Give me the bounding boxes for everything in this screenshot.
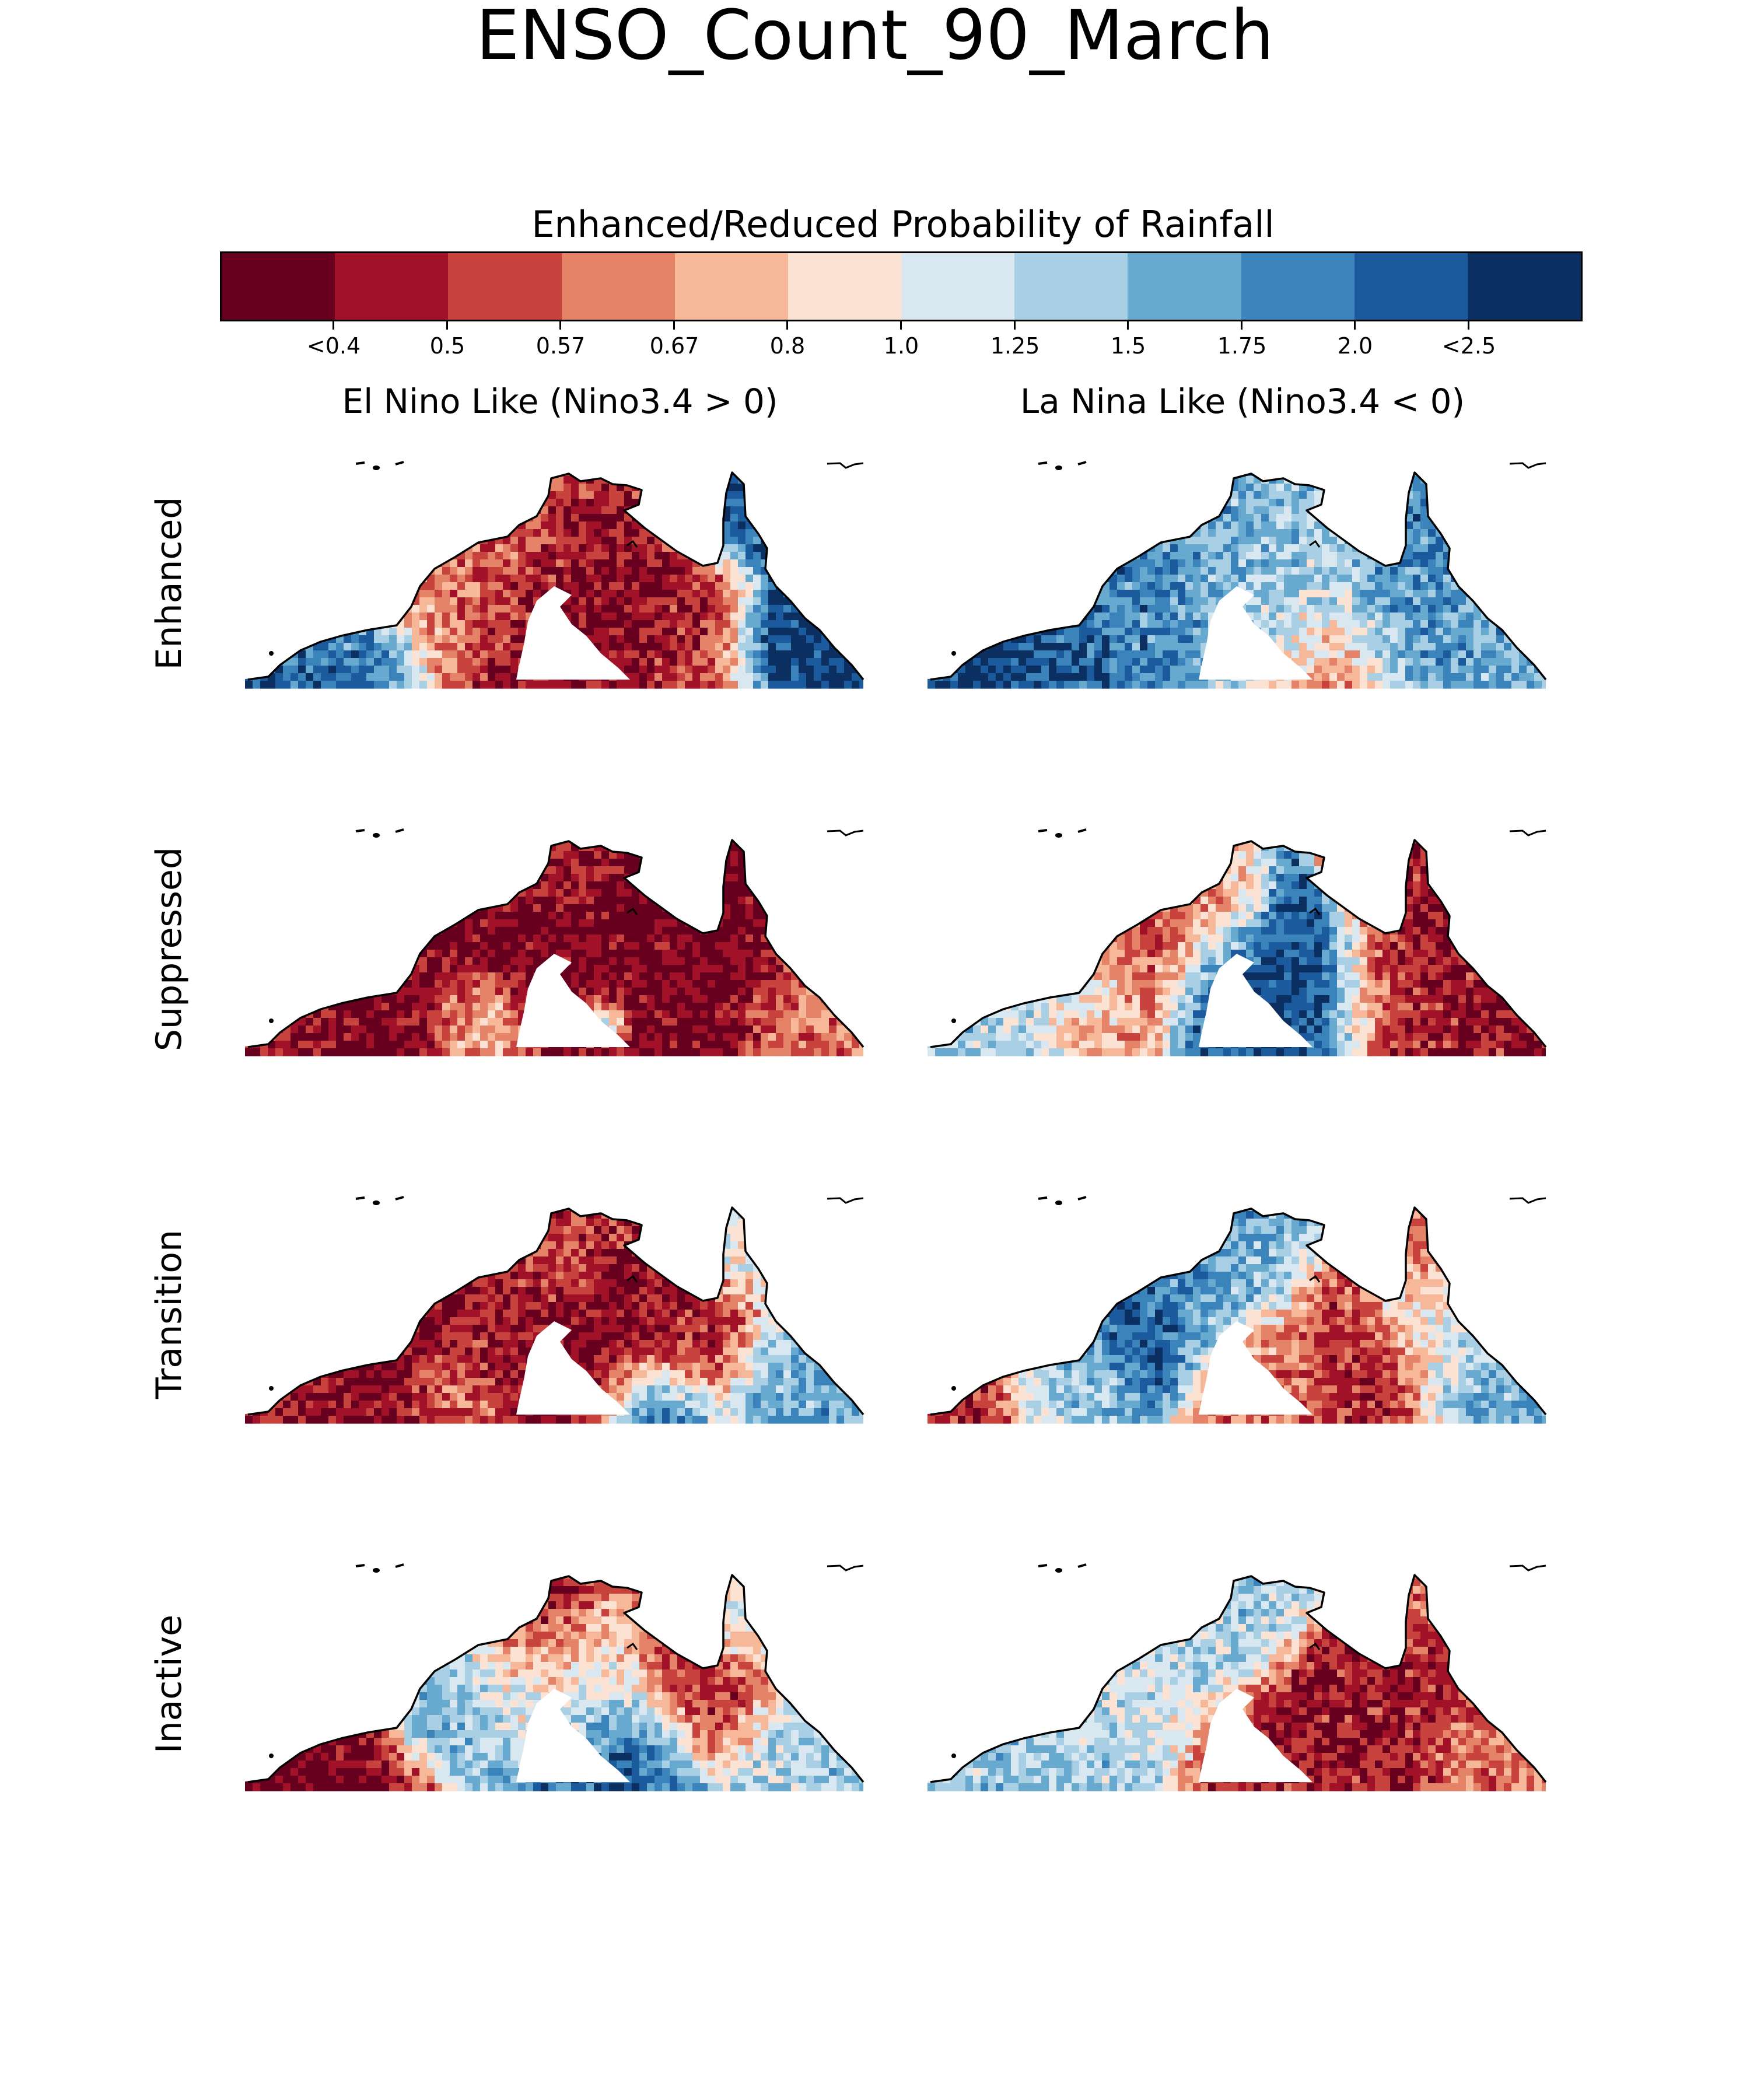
colorbar-tick-label: 1.0	[843, 334, 960, 358]
colorbar-tick-label: 0.57	[502, 334, 619, 358]
column-title-la-nina: La Nina Like (Nino3.4 < 0)	[922, 382, 1563, 421]
island-fragments	[269, 1563, 864, 1758]
colorbar	[220, 251, 1583, 321]
coastline	[247, 471, 864, 681]
coastline	[930, 1574, 1547, 1783]
map-enhanced-el-nino	[245, 461, 887, 694]
gulf-of-carpentaria	[516, 954, 630, 1047]
rainfall-probability-map	[245, 461, 864, 689]
colorbar-segment	[222, 253, 335, 320]
column-title-el-nino: El Nino Like (Nino3.4 > 0)	[239, 382, 881, 421]
rainfall-probability-map	[245, 828, 864, 1056]
colorbar-segment	[561, 253, 675, 320]
colorbar-tick-label: 0.8	[729, 334, 846, 358]
colorbar-segment	[448, 253, 562, 320]
gulf-of-carpentaria	[516, 1321, 630, 1415]
rainfall-probability-map	[928, 828, 1547, 1056]
coastline	[930, 471, 1547, 681]
island-fragments	[269, 828, 864, 1023]
colorbar-tick-label: <0.4	[275, 334, 392, 358]
colorbar-tick-label: 2.0	[1297, 334, 1413, 358]
colorbar-tick-label: <2.5	[1410, 334, 1527, 358]
colorbar-segment	[1354, 253, 1468, 320]
gulf-of-carpentaria	[516, 1689, 630, 1782]
colorbar-segment	[1014, 253, 1128, 320]
map-enhanced-la-nina	[928, 461, 1569, 694]
island-fragments	[951, 1196, 1546, 1391]
island-fragments	[951, 1563, 1546, 1758]
gulf-of-carpentaria	[1199, 1321, 1312, 1415]
gulf-of-carpentaria	[1199, 586, 1312, 680]
rainfall-probability-map	[245, 1563, 864, 1791]
coastline	[930, 839, 1547, 1048]
rainfall-probability-map	[928, 461, 1547, 689]
colorbar-tick-label: 1.25	[957, 334, 1073, 358]
map-transition-el-nino	[245, 1196, 887, 1429]
rainfall-probability-map	[928, 1563, 1547, 1791]
rainfall-probability-map	[928, 1196, 1547, 1424]
colorbar-segment	[901, 253, 1015, 320]
colorbar-tick-label: 1.5	[1070, 334, 1186, 358]
colorbar-tick-label: 1.75	[1184, 334, 1300, 358]
colorbar-segment	[788, 253, 902, 320]
map-inactive-la-nina	[928, 1563, 1569, 1797]
colorbar-tick-label: 0.5	[389, 334, 506, 358]
island-fragments	[269, 1196, 864, 1391]
map-transition-la-nina	[928, 1196, 1569, 1429]
colorbar-segment	[1241, 253, 1354, 320]
gulf-of-carpentaria	[1199, 954, 1312, 1047]
map-inactive-el-nino	[245, 1563, 887, 1797]
colorbar-title: Enhanced/Reduced Probability of Rainfall	[222, 204, 1584, 245]
coastline	[247, 1574, 864, 1783]
coastline	[247, 1206, 864, 1416]
colorbar-segment	[335, 253, 449, 320]
main-title: ENSO_Count_90_March	[0, 0, 1750, 70]
gulf-of-carpentaria	[1199, 1689, 1312, 1782]
colorbar-segment	[1128, 253, 1241, 320]
island-fragments	[269, 461, 864, 656]
gulf-of-carpentaria	[516, 586, 630, 680]
map-suppressed-la-nina	[928, 828, 1569, 1062]
island-fragments	[951, 461, 1546, 656]
coastline	[247, 839, 864, 1048]
map-suppressed-el-nino	[245, 828, 887, 1062]
colorbar-tick-label: 0.67	[616, 334, 733, 358]
island-fragments	[951, 828, 1546, 1023]
colorbar-segment	[1467, 253, 1581, 320]
colorbar-segment	[674, 253, 788, 320]
rainfall-probability-map	[245, 1196, 864, 1424]
colorbar-ticks: <0.4 0.5 0.57 0.67 0.8 1.0 1.25 1.5 1.75…	[220, 321, 1583, 358]
coastline	[930, 1206, 1547, 1416]
